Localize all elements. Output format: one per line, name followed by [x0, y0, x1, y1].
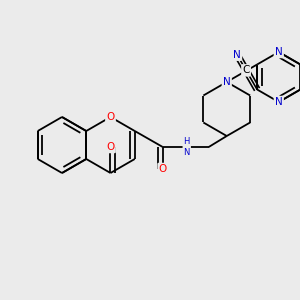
Text: O: O: [106, 112, 115, 122]
Text: H
N: H N: [184, 137, 190, 157]
Text: C: C: [242, 65, 250, 75]
Text: N: N: [223, 77, 231, 87]
Text: O: O: [159, 164, 167, 174]
Text: O: O: [106, 142, 115, 152]
Text: N: N: [275, 97, 283, 107]
Text: N: N: [275, 47, 283, 57]
Text: N: N: [233, 50, 241, 60]
